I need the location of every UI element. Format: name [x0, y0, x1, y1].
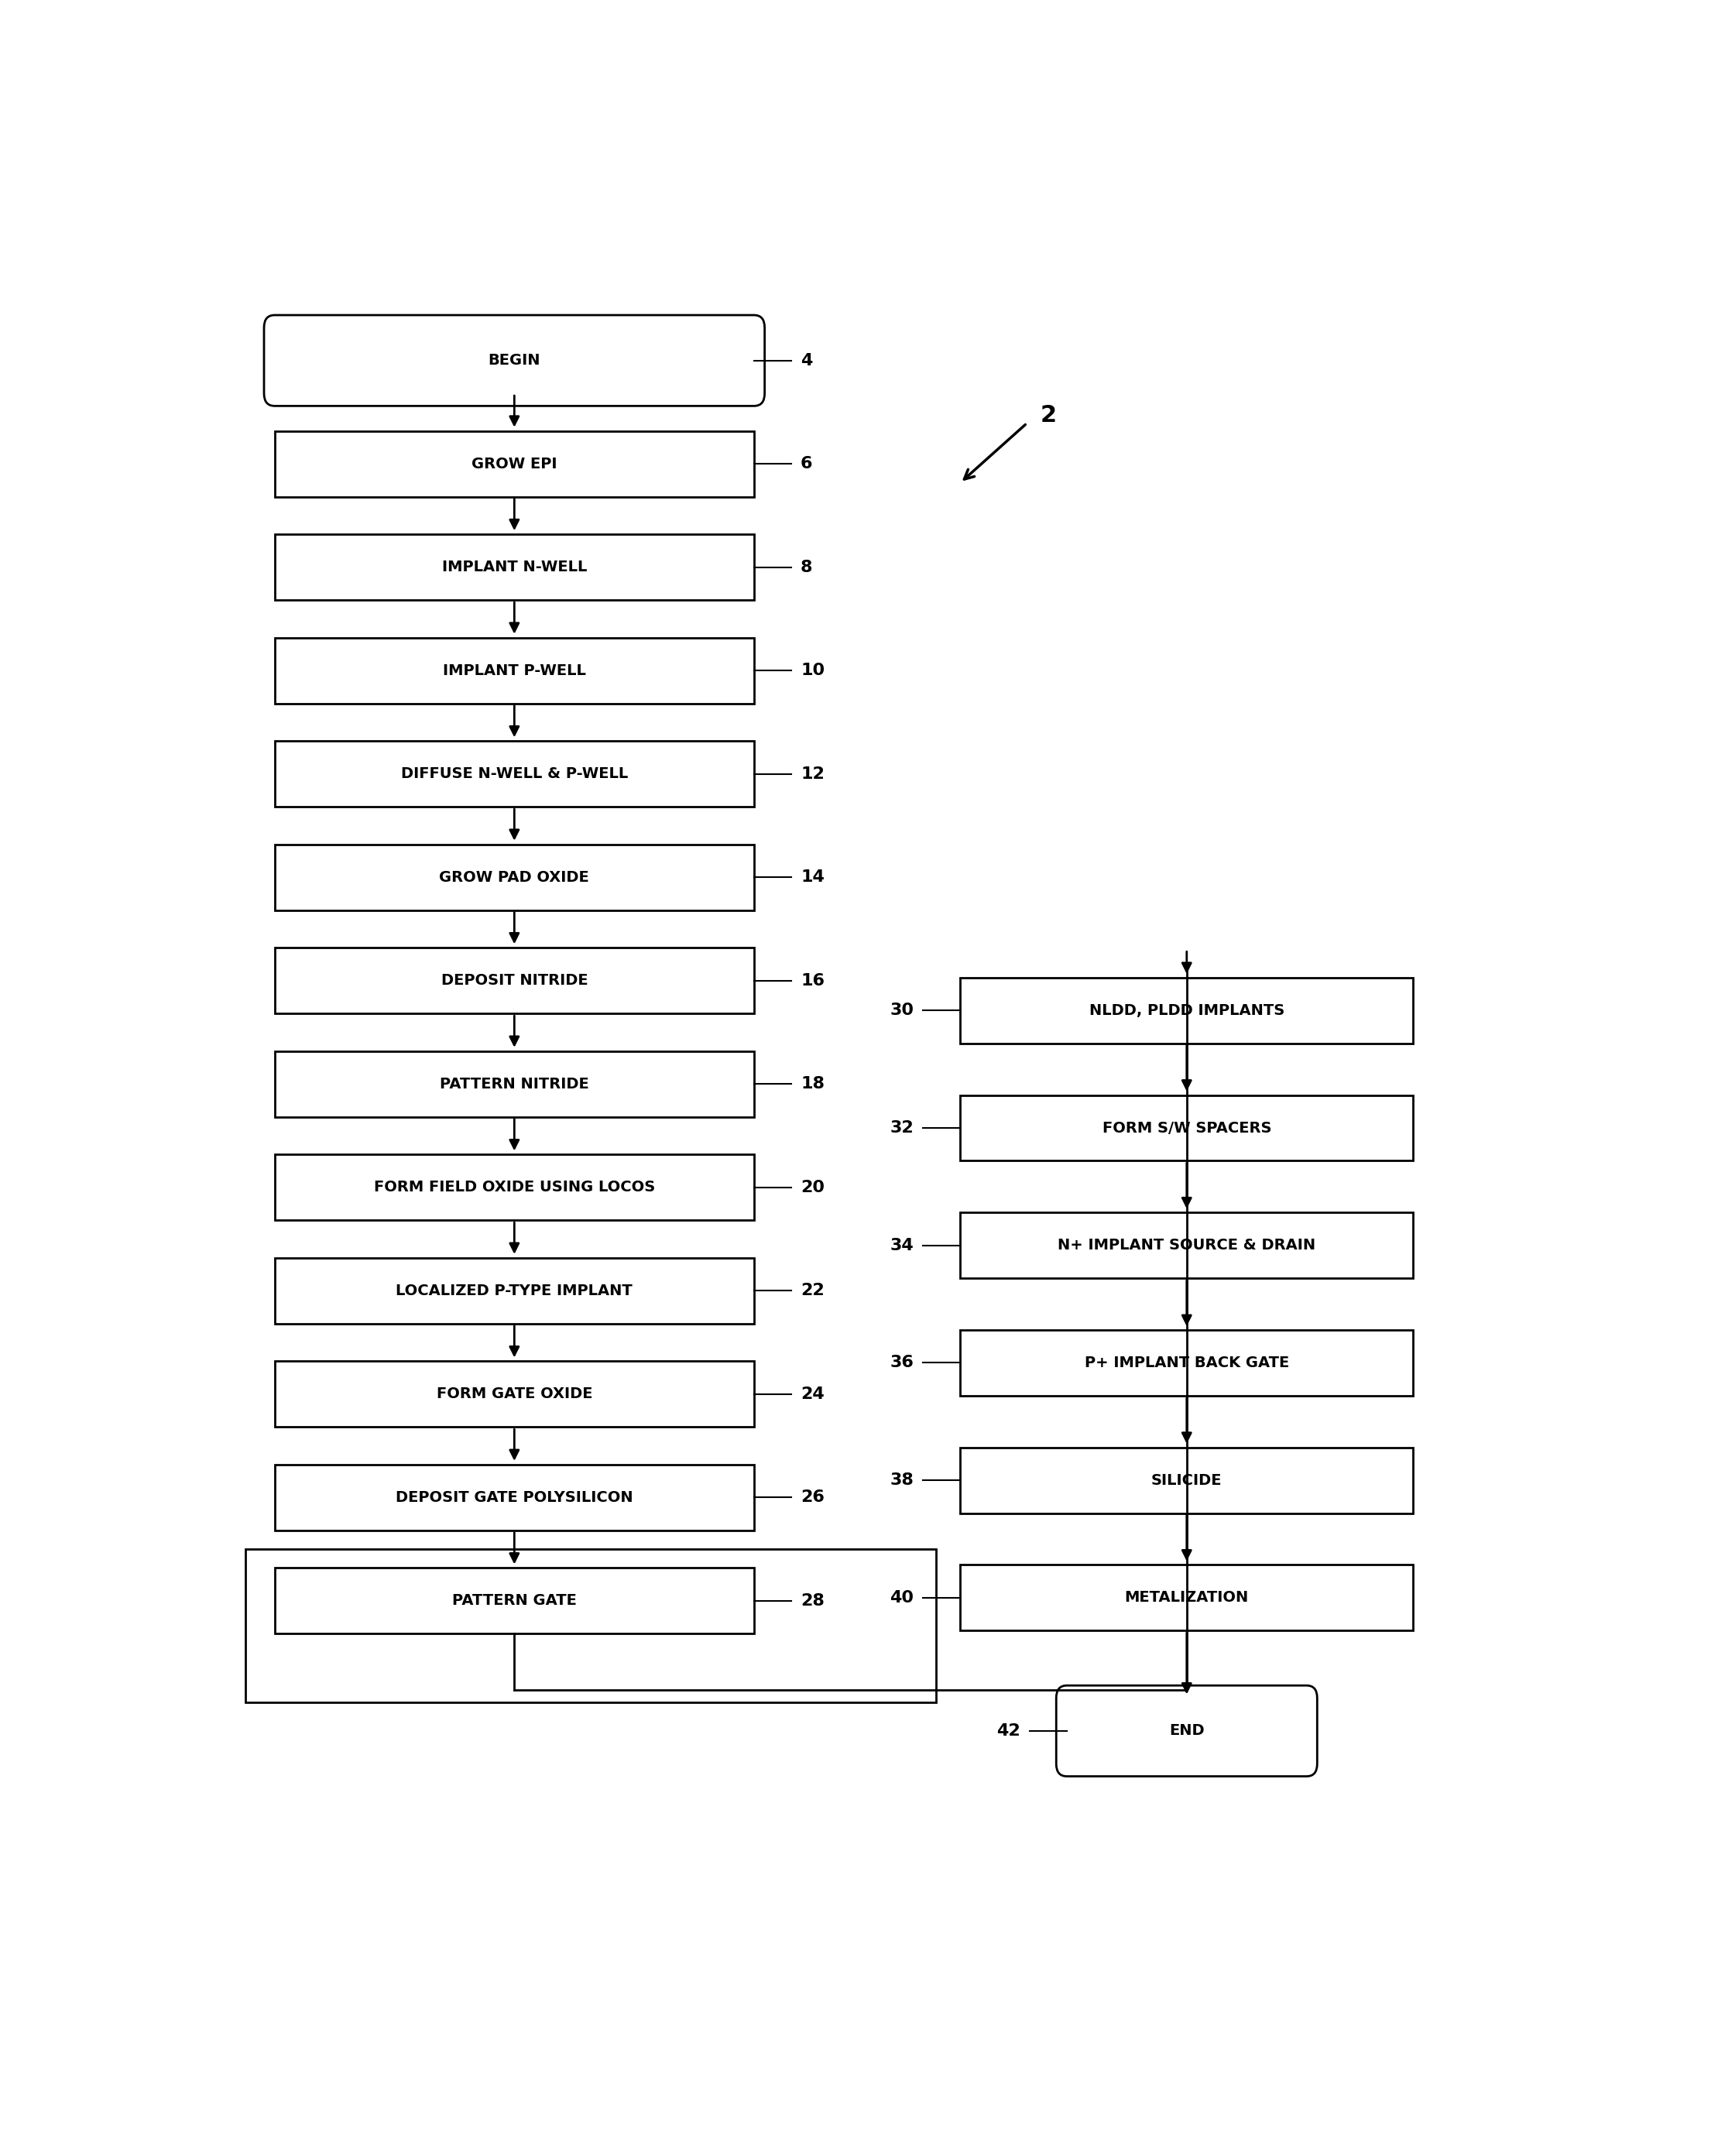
Text: 10: 10 [801, 662, 825, 679]
Text: 26: 26 [801, 1490, 825, 1505]
Bar [275, 535, 754, 599]
Bar [275, 1156, 754, 1220]
Text: FORM GATE OXIDE: FORM GATE OXIDE [436, 1386, 593, 1401]
Text: 14: 14 [801, 869, 825, 886]
Text: IMPLANT N-WELL: IMPLANT N-WELL [442, 561, 588, 576]
Text: 12: 12 [801, 765, 825, 783]
FancyBboxPatch shape [265, 315, 765, 405]
Bar [960, 977, 1412, 1044]
Text: PATTERN GATE: PATTERN GATE [452, 1593, 577, 1608]
Text: IMPLANT P-WELL: IMPLANT P-WELL [443, 664, 586, 677]
Bar [275, 1052, 754, 1117]
Bar [275, 638, 754, 703]
Text: GROW EPI: GROW EPI [471, 457, 557, 472]
Text: 32: 32 [890, 1121, 914, 1136]
Bar [246, 1550, 936, 1703]
Bar [275, 431, 754, 496]
Bar [960, 1330, 1412, 1395]
Text: N+ IMPLANT SOURCE & DRAIN: N+ IMPLANT SOURCE & DRAIN [1058, 1238, 1316, 1253]
Text: 34: 34 [890, 1238, 914, 1253]
Text: DEPOSIT NITRIDE: DEPOSIT NITRIDE [442, 972, 588, 987]
Text: 16: 16 [801, 972, 825, 987]
Text: GROW PAD OXIDE: GROW PAD OXIDE [440, 871, 589, 884]
Text: 40: 40 [890, 1589, 914, 1606]
Bar [960, 1565, 1412, 1630]
Text: 4: 4 [801, 354, 813, 369]
Text: DIFFUSE N-WELL & P-WELL: DIFFUSE N-WELL & P-WELL [400, 768, 627, 780]
Text: DEPOSIT GATE POLYSILICON: DEPOSIT GATE POLYSILICON [395, 1490, 632, 1505]
Bar [275, 1464, 754, 1531]
Text: 20: 20 [801, 1179, 825, 1194]
Text: 6: 6 [801, 457, 813, 472]
Text: 18: 18 [801, 1076, 825, 1091]
Text: LOCALIZED P-TYPE IMPLANT: LOCALIZED P-TYPE IMPLANT [395, 1283, 632, 1298]
Bar [275, 949, 754, 1013]
Text: 2: 2 [1041, 403, 1057, 427]
Bar [960, 1095, 1412, 1160]
Text: 30: 30 [890, 1003, 914, 1018]
Text: 8: 8 [801, 561, 813, 576]
Text: 36: 36 [890, 1356, 914, 1371]
Text: BEGIN: BEGIN [488, 354, 541, 369]
Text: NLDD, PLDD IMPLANTS: NLDD, PLDD IMPLANTS [1089, 1003, 1285, 1018]
Text: 28: 28 [801, 1593, 825, 1608]
Text: 38: 38 [890, 1473, 914, 1488]
Text: SILICIDE: SILICIDE [1151, 1473, 1221, 1488]
Bar [960, 1447, 1412, 1514]
Text: 24: 24 [801, 1386, 825, 1401]
Text: FORM S/W SPACERS: FORM S/W SPACERS [1103, 1121, 1271, 1136]
Text: END: END [1168, 1723, 1204, 1738]
Text: P+ IMPLANT BACK GATE: P+ IMPLANT BACK GATE [1084, 1356, 1288, 1371]
Bar [960, 1212, 1412, 1279]
Text: METALIZATION: METALIZATION [1125, 1591, 1249, 1604]
Bar [275, 845, 754, 910]
Bar [275, 1360, 754, 1427]
Bar [275, 1567, 754, 1634]
Bar [275, 1257, 754, 1324]
Text: PATTERN NITRIDE: PATTERN NITRIDE [440, 1076, 589, 1091]
FancyBboxPatch shape [1057, 1686, 1318, 1777]
Text: 22: 22 [801, 1283, 825, 1298]
Text: 42: 42 [996, 1723, 1020, 1738]
Bar [275, 742, 754, 806]
Text: FORM FIELD OXIDE USING LOCOS: FORM FIELD OXIDE USING LOCOS [375, 1179, 655, 1194]
